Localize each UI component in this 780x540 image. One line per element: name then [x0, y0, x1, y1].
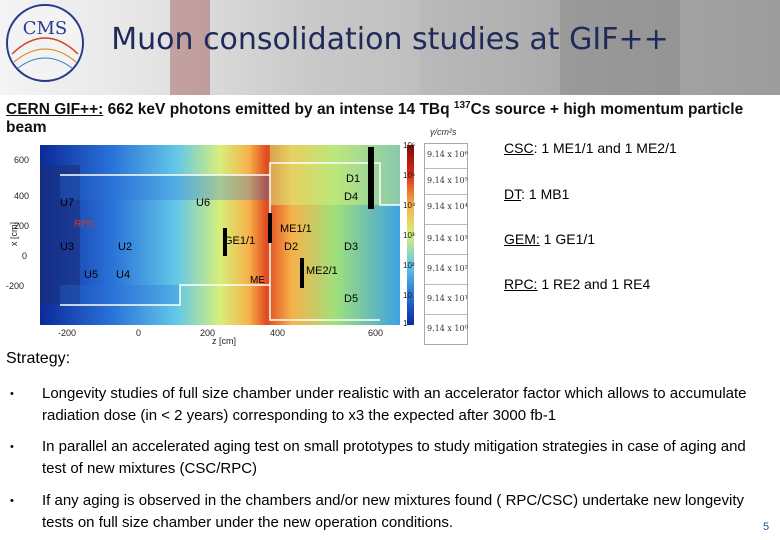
chamber-label: ME2/1 — [306, 265, 338, 277]
intro-paragraph: CERN GIF++: 662 keV photons emitted by a… — [6, 97, 776, 137]
colorbar-tick: 1 — [403, 319, 408, 328]
slide-title: Muon consolidation studies at GIF++ — [111, 22, 669, 57]
detector-csc: CSC: 1 ME1/1 and 1 ME2/1 — [504, 140, 677, 156]
rate-value: 9.14 x 10⁶ — [427, 150, 468, 159]
rate-unit: γ/cm²s — [430, 127, 457, 137]
rate-value: 9.14 x 10² — [427, 264, 468, 273]
detector-marker — [368, 147, 374, 209]
detector-dt: DT: 1 MB1 — [504, 186, 569, 202]
rate-divider — [425, 168, 467, 169]
colorbar-tick: 10² — [403, 261, 415, 270]
colorbar-tick: 10⁶ — [403, 141, 416, 150]
y-tick: 600 — [14, 155, 30, 165]
intro-label: CERN GIF++: — [6, 101, 104, 119]
zone-label: D5 — [344, 293, 359, 305]
banner-decoration — [330, 0, 420, 95]
bullet-text: If any aging is observed in the chambers… — [42, 492, 745, 531]
x-tick: 200 — [200, 328, 216, 338]
detector-name: DT — [504, 186, 522, 202]
zone-label: D3 — [344, 241, 359, 253]
y-tick: -200 — [6, 281, 25, 291]
flux-map — [40, 145, 400, 325]
x-tick: 600 — [368, 328, 384, 338]
chamber-label: RPC — [74, 219, 96, 230]
bullet-marker: • — [10, 441, 14, 453]
y-axis-label: x [cm] — [9, 222, 19, 246]
detector-name: GEM: — [504, 231, 540, 247]
rate-value: 9.14 x 10³ — [427, 234, 468, 243]
rate-divider — [425, 284, 467, 285]
banner-decoration — [560, 0, 680, 95]
colorbar — [407, 145, 414, 325]
zone-label: U5 — [84, 269, 99, 281]
zone-label: D1 — [346, 173, 361, 185]
rate-value: 9.14 x 10¹ — [427, 294, 468, 303]
rate-value: 9.14 x 10⁵ — [427, 176, 468, 185]
bullet-text: Longevity studies of full size chamber u… — [42, 385, 747, 424]
zone-label: U6 — [196, 197, 211, 209]
zone-label: D4 — [344, 191, 359, 203]
y-tick: 200 — [14, 221, 30, 231]
detector-desc: : 1 ME1/1 and 1 ME2/1 — [533, 140, 677, 156]
rate-scale: 9.14 x 10⁶ 9.14 x 10⁵ 9.14 x 10⁴ 9.14 x … — [424, 143, 468, 345]
cms-logo: CMS — [6, 4, 84, 82]
rate-divider — [425, 224, 467, 225]
zone-label: D2 — [284, 241, 299, 253]
rate-value: 9.14 x 10⁴ — [427, 202, 468, 211]
chamber-label: ME1/1 — [280, 223, 312, 235]
colorbar-tick: 10 — [403, 291, 412, 300]
intro-text-1: 662 keV photons emitted by an intense 14… — [103, 101, 454, 119]
zone-label: U4 — [116, 269, 131, 281]
y-tick: 0 — [22, 251, 28, 261]
y-tick: 400 — [14, 191, 30, 201]
bullet-marker: • — [10, 388, 14, 400]
x-tick: -200 — [58, 328, 77, 338]
detector-rpc: RPC: 1 RE2 and 1 RE4 — [504, 276, 650, 292]
rate-value: 9.14 x 10⁰ — [427, 324, 468, 333]
svg-text:CMS: CMS — [23, 18, 68, 39]
colorbar-tick: 10⁴ — [403, 201, 416, 210]
detector-name: CSC — [504, 140, 534, 156]
colorbar-tick: 10⁵ — [403, 171, 416, 180]
rate-divider — [425, 254, 467, 255]
bullet-text: In parallel an accelerated aging test on… — [42, 438, 746, 477]
zone-label: U3 — [60, 241, 75, 253]
detector-marker — [223, 228, 227, 256]
colorbar-tick: 10³ — [403, 231, 415, 240]
detector-marker — [268, 213, 272, 243]
detector-name: RPC: — [504, 276, 538, 292]
gif-flux-figure: U7 U6 U3 U2 U5 U4 D4 D2 D3 D5 D1 RPC GE1… — [0, 127, 500, 346]
intro-text-2: Cs source + high momentum particle beam — [6, 101, 744, 137]
detector-marker — [300, 258, 304, 288]
detector-gem: GEM: 1 GE1/1 — [504, 231, 595, 247]
page-number: 5 — [763, 521, 770, 533]
rate-divider — [425, 194, 467, 195]
detector-desc: : 1 MB1 — [521, 186, 570, 202]
bullet-marker: • — [10, 495, 14, 507]
zone-label: U7 — [60, 197, 75, 209]
zone-label: U2 — [118, 241, 133, 253]
banner-decoration — [170, 0, 210, 95]
detector-desc: 1 RE2 and 1 RE4 — [537, 276, 651, 292]
chamber-label: ME — [250, 275, 265, 286]
x-tick: 400 — [270, 328, 286, 338]
strategy-heading: Strategy: — [6, 350, 71, 367]
detector-desc: 1 GE1/1 — [539, 231, 596, 247]
chamber-label: GE1/1 — [224, 235, 256, 247]
x-tick: 0 — [136, 328, 142, 338]
x-axis-label: z [cm] — [212, 336, 236, 346]
header-banner: CMS — [0, 0, 780, 95]
rate-divider — [425, 314, 467, 315]
intro-superscript: 137 — [453, 100, 471, 111]
